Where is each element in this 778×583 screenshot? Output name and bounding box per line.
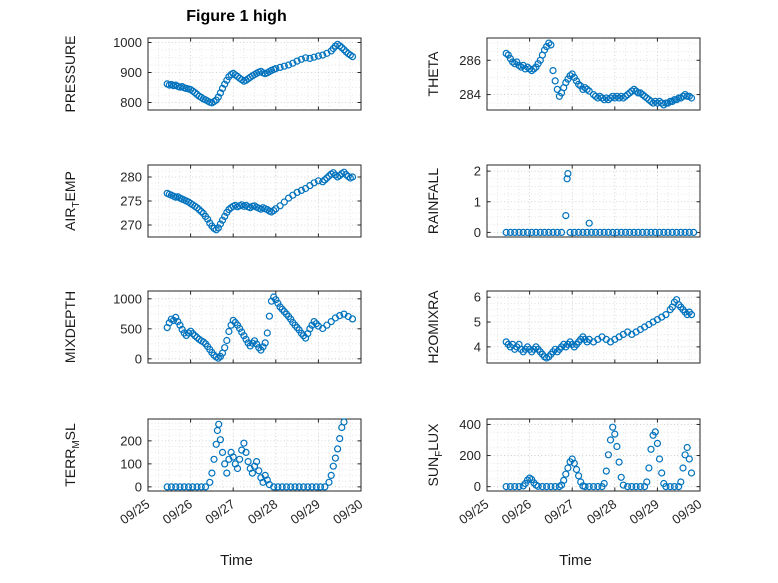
svg-text:09/25: 09/25 (117, 496, 152, 527)
svg-text:1: 1 (474, 194, 481, 209)
plot-canvas: 0 200 400 09/25 09/26 09/27 09/28 09/29 09/30 (456, 417, 704, 527)
svg-text:270: 270 (120, 218, 142, 233)
xlabel-time-left: Time (220, 552, 253, 569)
svg-text:09/28: 09/28 (584, 496, 619, 527)
ylabel-text: EMP (62, 171, 78, 202)
plot-canvas: 4 5 6 (474, 290, 701, 364)
svg-text:800: 800 (120, 95, 142, 110)
plot-canvas: 0 100 200 09/25 09/26 09/27 09/28 09/29 09/30 (117, 418, 365, 527)
ylabel-subscript: T (70, 201, 82, 208)
svg-text:09/26: 09/26 (160, 496, 195, 527)
ylabel-terr-msl: TERRMSL (60, 375, 82, 535)
svg-text:1000: 1000 (113, 35, 142, 50)
ylabel-text: AIR (62, 207, 78, 231)
svg-text:1000: 1000 (113, 291, 142, 306)
subplot-h2omixra: 4 5 6 (437, 283, 714, 375)
plot-canvas: 270 275 280 (120, 164, 362, 238)
xlabel-time-right: Time (559, 552, 592, 569)
svg-text:900: 900 (120, 65, 142, 80)
figure-title: Figure 1 high (186, 8, 287, 25)
plot-canvas: 800 900 1000 (113, 35, 362, 111)
svg-text:09/30: 09/30 (330, 496, 365, 527)
svg-text:275: 275 (120, 194, 142, 209)
subplot-pressure: 800 900 1000 (98, 30, 375, 122)
svg-text:286: 286 (459, 53, 481, 68)
ylabel-text: SL (62, 423, 78, 441)
svg-text:09/28: 09/28 (245, 496, 280, 527)
plot-canvas: 0 500 1000 (113, 290, 362, 366)
svg-text:09/25: 09/25 (456, 496, 491, 527)
plot-canvas: 284 286 (459, 37, 701, 111)
subplot-air-temp: 270 275 280 (98, 157, 375, 249)
svg-text:280: 280 (120, 170, 142, 185)
svg-text:5: 5 (474, 315, 481, 330)
svg-text:09/30: 09/30 (669, 496, 704, 527)
svg-text:0: 0 (135, 479, 142, 494)
svg-text:100: 100 (120, 456, 142, 471)
subplot-theta: 284 286 (437, 30, 714, 122)
svg-text:0: 0 (135, 351, 142, 366)
subplot-rainfall: 0 1 2 (437, 157, 714, 249)
svg-text:6: 6 (474, 290, 481, 305)
svg-text:0: 0 (474, 479, 481, 494)
svg-text:2: 2 (474, 164, 481, 179)
subplot-terr-msl: 0 100 200 09/25 09/26 09/27 09/28 09/29 09/30 (98, 411, 375, 543)
svg-text:0: 0 (474, 225, 481, 240)
svg-text:09/29: 09/29 (627, 496, 662, 527)
svg-text:09/26: 09/26 (499, 496, 534, 527)
subplot-mixdepth: 0 500 1000 (98, 283, 375, 375)
subplot-sun-flux: 0 200 400 09/25 09/26 09/27 09/28 09/29 09/30 (437, 411, 714, 543)
ylabel-subscript: M (70, 440, 82, 449)
svg-text:09/27: 09/27 (202, 496, 237, 527)
ylabel-text: MIXDEPTH (62, 290, 78, 364)
ylabel-text: TERR (62, 448, 78, 487)
plot-canvas: 0 1 2 (474, 164, 701, 240)
svg-text:09/27: 09/27 (541, 496, 576, 527)
svg-text:09/29: 09/29 (288, 496, 323, 527)
svg-text:4: 4 (474, 339, 481, 354)
ylabel-text: PRESSURE (62, 35, 78, 113)
svg-text:200: 200 (120, 433, 142, 448)
svg-text:500: 500 (120, 321, 142, 336)
svg-text:400: 400 (459, 417, 481, 432)
svg-text:200: 200 (459, 448, 481, 463)
svg-text:284: 284 (459, 87, 481, 102)
